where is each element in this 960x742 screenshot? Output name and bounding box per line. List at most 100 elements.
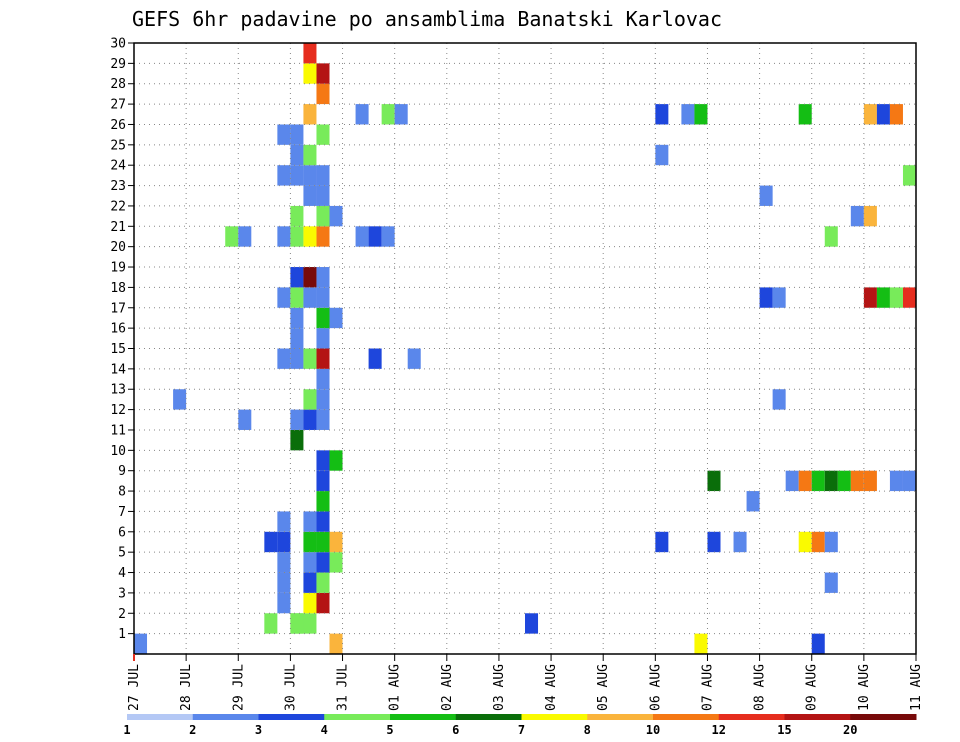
y-tick-label: 10: [110, 444, 126, 459]
y-tick-label: 20: [110, 240, 126, 255]
color-legend: 1 2 3 4 5 6 7 8 10 12 15 20: [123, 714, 917, 737]
heatmap-cell: [277, 348, 291, 369]
heatmap-cell: [811, 633, 825, 654]
heatmap-cell: [303, 613, 317, 634]
heatmap-cell: [889, 287, 903, 308]
heatmap-cell: [368, 348, 382, 369]
heatmap-cell: [316, 165, 330, 186]
heatmap-cell: [850, 205, 864, 227]
legend-label: 8: [584, 723, 591, 737]
x-tick-label: 31 JUL: [336, 664, 351, 711]
heatmap-cell: [290, 226, 304, 247]
heatmap-cell: [655, 144, 669, 166]
legend-swatch: [718, 714, 785, 720]
heatmap-cell: [798, 104, 812, 125]
y-tick-label: 22: [110, 199, 126, 214]
heatmap-cell: [746, 491, 760, 512]
heatmap-cell: [902, 287, 916, 308]
legend-label: 2: [189, 723, 196, 737]
heatmap-cell: [525, 613, 539, 634]
heatmap-cell: [381, 226, 395, 247]
heatmap-cell: [316, 185, 330, 206]
x-tick-label: 11 AUG: [909, 664, 924, 711]
heatmap-cell: [824, 572, 838, 593]
legend-swatch: [455, 714, 522, 720]
heatmap-cell: [863, 205, 877, 227]
heatmap-cell: [277, 511, 291, 532]
heatmap-cell: [316, 348, 330, 369]
heatmap-cell: [277, 592, 291, 614]
heatmap-cell: [355, 226, 369, 247]
x-tick-label: 10 AUG: [857, 664, 872, 711]
x-tick-label: 04 AUG: [544, 664, 559, 711]
y-tick-label: 11: [110, 423, 126, 438]
heatmap-cell: [303, 63, 317, 84]
heatmap-cell: [303, 572, 317, 593]
legend-swatch: [192, 714, 259, 720]
heatmap-cell: [277, 165, 291, 186]
heatmap-cell: [238, 409, 252, 430]
legend-swatch: [521, 714, 588, 720]
heatmap-cell: [173, 389, 187, 410]
x-tick-label: 30 JUL: [283, 664, 298, 711]
x-tick-label: 07 AUG: [700, 664, 715, 711]
heatmap-cell: [863, 104, 877, 125]
heatmap-cell: [316, 226, 330, 247]
heatmap-cell: [303, 531, 317, 553]
heatmap-cell: [824, 531, 838, 553]
heatmap-cell: [655, 531, 669, 553]
heatmap-cell: [759, 287, 773, 308]
heatmap-cell: [277, 531, 291, 553]
heatmap-cell: [316, 531, 330, 553]
heatmap-cell: [811, 470, 825, 492]
heatmap-cell: [290, 328, 304, 349]
heatmap-cell: [290, 348, 304, 369]
heatmap-cell: [316, 328, 330, 349]
y-tick-label: 3: [118, 586, 126, 601]
heatmap-cell: [303, 185, 317, 206]
heatmap-cell: [707, 470, 721, 492]
heatmap-cell: [316, 267, 330, 288]
y-tick-label: 2: [118, 607, 126, 622]
heatmap-cell: [290, 613, 304, 634]
heatmap-cell: [303, 43, 317, 64]
heatmap-cell: [264, 613, 278, 634]
heatmap-cell: [290, 307, 304, 329]
heatmap-cell: [290, 267, 304, 288]
x-tick-label: 06 AUG: [648, 664, 663, 711]
heatmap-cell: [394, 104, 408, 125]
y-tick-label: 14: [110, 362, 126, 377]
heatmap-cell: [290, 287, 304, 308]
heatmap-cell: [277, 287, 291, 308]
x-tick-label: 08 AUG: [753, 664, 768, 711]
y-tick-label: 23: [110, 179, 126, 194]
heatmap-cell: [277, 226, 291, 247]
x-tick-label: 05 AUG: [596, 664, 611, 711]
heatmap-cell: [798, 531, 812, 553]
heatmap-cell: [824, 470, 838, 492]
heatmap-cell: [824, 226, 838, 247]
y-tick-label: 1: [118, 627, 126, 642]
heatmap-cell: [329, 307, 343, 329]
legend-swatch: [127, 714, 194, 720]
legend-swatch: [587, 714, 654, 720]
heatmap-cell: [290, 205, 304, 227]
legend-swatch: [653, 714, 720, 720]
heatmap-cells: [134, 43, 916, 654]
heatmap-cell: [681, 104, 695, 125]
heatmap-cell: [316, 389, 330, 410]
x-tick-label: 28 JUL: [179, 664, 194, 711]
legend-swatch: [850, 714, 917, 720]
grid-lines: [134, 43, 916, 654]
heatmap-cell: [290, 429, 304, 451]
legend-label: 6: [452, 723, 459, 737]
y-tick-label: 13: [110, 383, 126, 398]
heatmap-cell: [329, 552, 343, 573]
legend-swatch: [258, 714, 325, 720]
heatmap-cell: [303, 165, 317, 186]
heatmap-cell: [316, 552, 330, 573]
heatmap-cell: [772, 287, 786, 308]
y-tick-label: 5: [118, 546, 126, 561]
heatmap-cell: [329, 531, 343, 553]
